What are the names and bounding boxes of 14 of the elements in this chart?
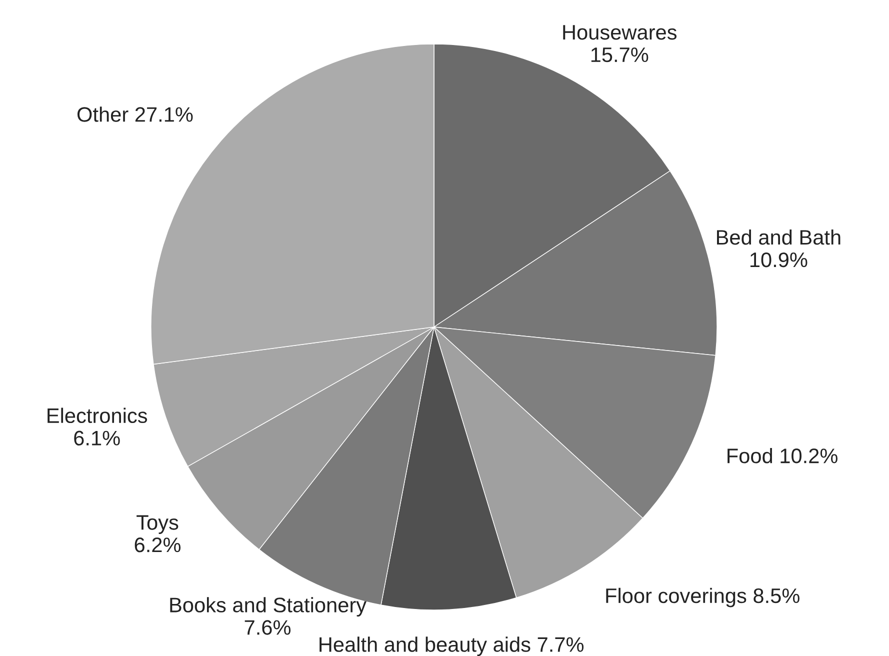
slice-label: Food 10.2%: [728, 448, 838, 464]
slice-label: Toys: [136, 515, 178, 534]
slice-label: Electronics: [48, 408, 148, 424]
data-label: 6.2%: [134, 538, 181, 552]
data-label: 10.9%: [750, 252, 808, 268]
slice-label: Housewares: [563, 25, 677, 40]
data-label: 6.1%: [74, 430, 120, 446]
slice-label: Books and Stationery: [170, 597, 367, 617]
slice-label: Other 27.1%: [77, 106, 193, 122]
data-label: 15.7%: [591, 47, 648, 62]
data-label: 7.6%: [244, 620, 291, 635]
slice-label: Floor coverings 8.5%: [606, 588, 800, 608]
slice-label: Bed and Bath: [717, 229, 840, 245]
slice-label: Health and beauty aids 7.7%: [320, 636, 584, 656]
